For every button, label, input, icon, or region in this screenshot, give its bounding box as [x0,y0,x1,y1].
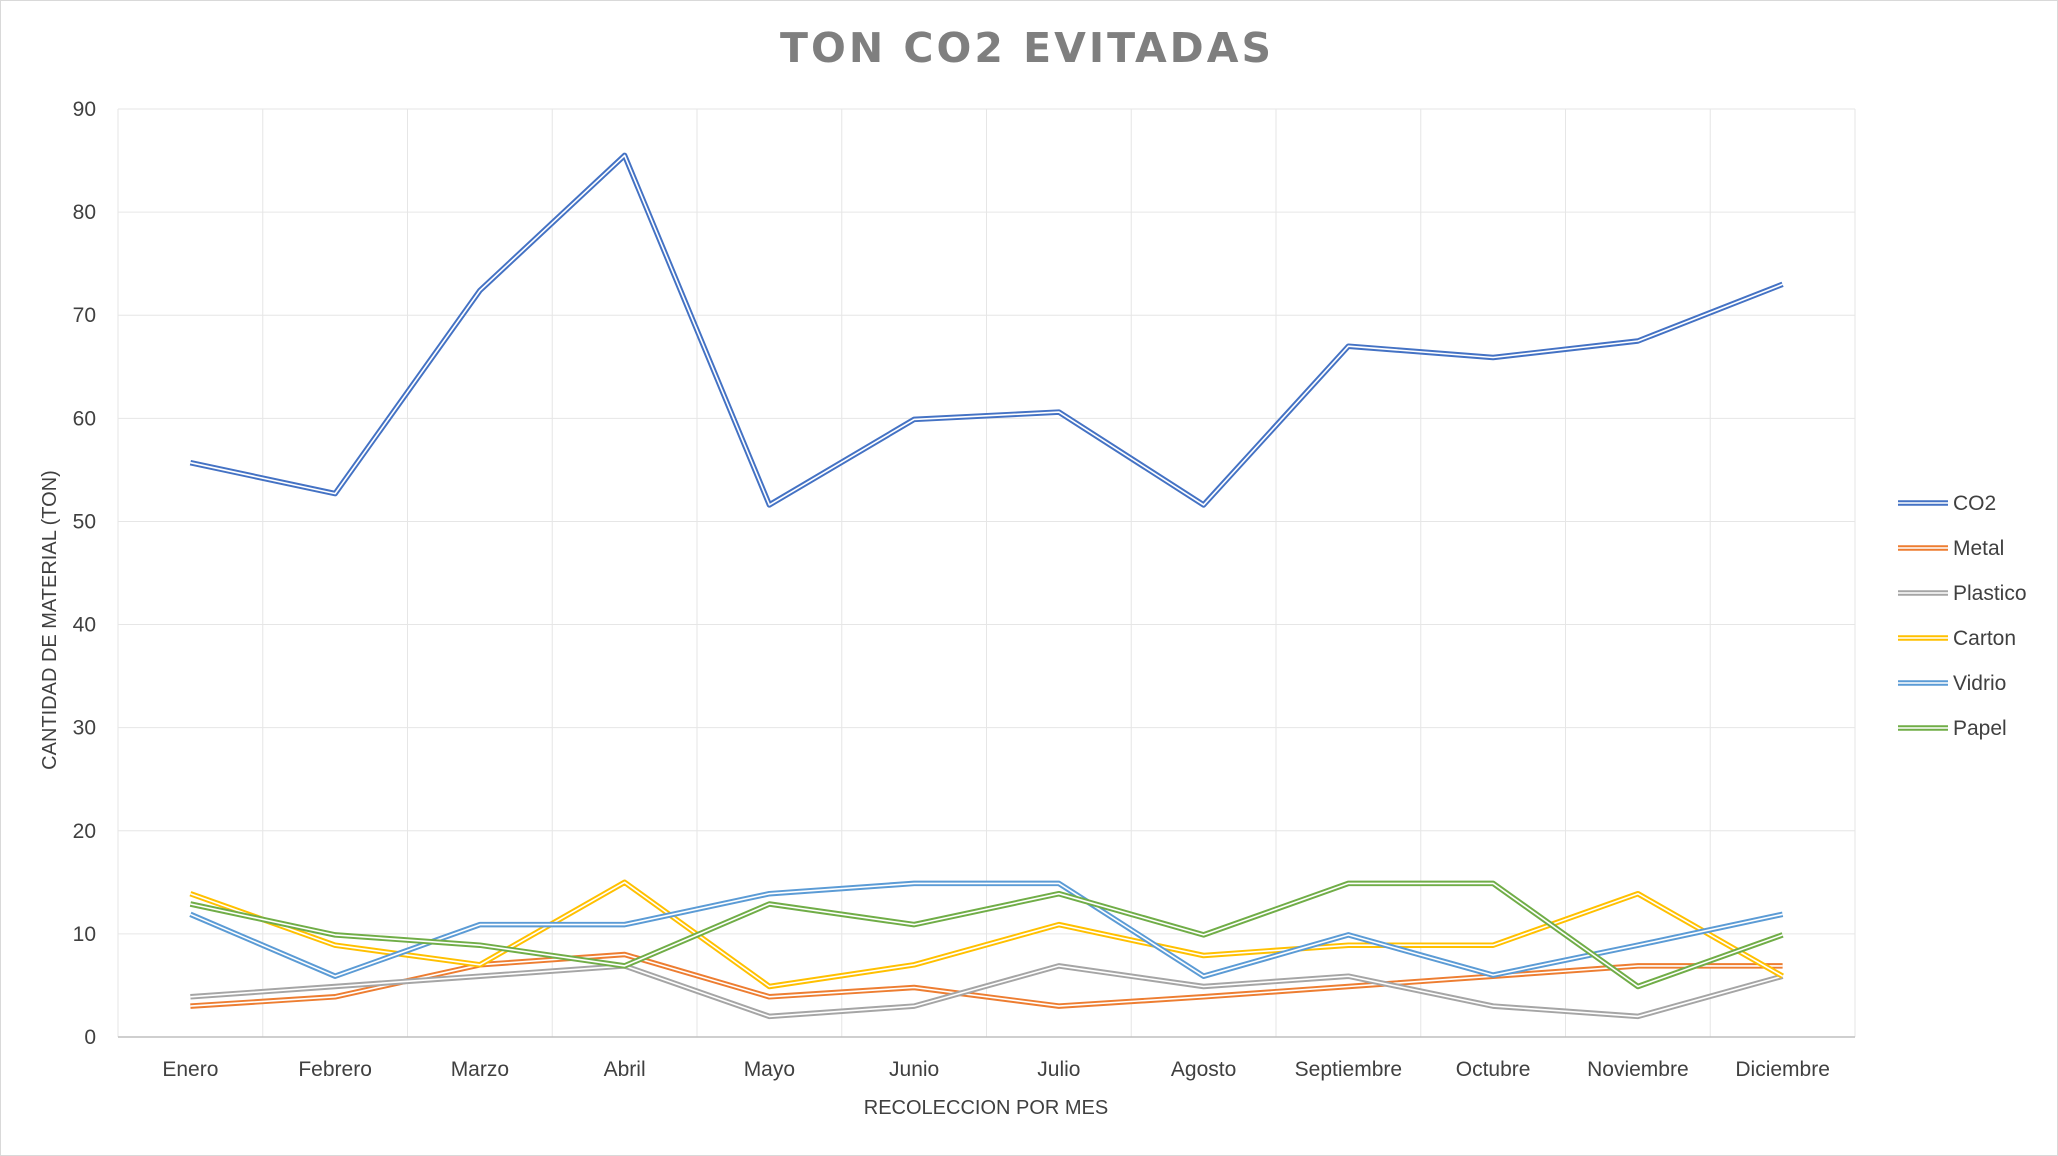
legend-item-vidrio: Vidrio [1898,672,2006,695]
legend-label: Vidrio [1953,672,2006,695]
y-tick-label: 0 [84,1026,96,1049]
y-tick-label: 90 [73,98,96,121]
x-tick-label: Julio [1037,1058,1080,1081]
x-tick-label: Noviembre [1587,1058,1689,1081]
series-line-inner [190,965,1783,1018]
series-plastico [190,963,1784,1020]
legend-label: Carton [1953,627,2016,650]
series-line-inner [190,953,1783,1007]
legend-item-metal: Metal [1898,537,2004,560]
x-tick-label: Agosto [1171,1058,1236,1081]
x-tick-label: Diciembre [1735,1058,1830,1081]
legend-item-plastico: Plastico [1898,582,2027,605]
series-layer [189,152,1784,1020]
legend-item-papel: Papel [1898,717,2007,740]
series-papel [189,880,1784,990]
series-co2 [189,152,1784,508]
series-line-inner [190,882,1783,978]
x-tick-label: Octubre [1456,1058,1531,1081]
series-line-inner [190,154,1783,506]
legend-label: CO2 [1953,492,1996,515]
y-tick-label: 20 [73,820,96,843]
axis-layer: 0 10 20 30 40 50 60 70 80 90 Enero Febrero Marzo Abri… [73,98,1855,1081]
y-tick-label: 80 [73,201,96,224]
y-tick-label: 50 [73,510,96,533]
y-axis-label: CANTIDAD DE MATERIAL (TON) [39,470,61,770]
x-tick-label: Enero [162,1058,218,1081]
legend-label: Plastico [1953,582,2027,605]
legend-item-co2: CO2 [1898,492,1996,515]
x-tick-label: Mayo [744,1058,795,1081]
legend-label: Metal [1953,537,2004,560]
y-tick-label: 30 [73,717,96,740]
y-tick-label: 40 [73,614,96,637]
legend: CO2 Metal Plastico Carton Vidrio Papel [1898,492,2027,740]
y-tick-label: 70 [73,304,96,327]
x-tick-label: Septiembre [1295,1058,1402,1081]
grid-layer [117,108,1856,1037]
series-vidrio [189,880,1784,979]
x-tick-label: Abril [604,1058,646,1081]
legend-label: Papel [1953,717,2007,740]
x-tick-label: Marzo [451,1058,509,1081]
series-line-inner [190,882,1783,988]
series-carton [189,879,1784,990]
series-line-inner [190,881,1783,988]
x-axis-label: RECOLECCION POR MES [864,1097,1108,1119]
chart-title: TON CO2 EVITADAS [780,24,1274,72]
x-tick-label: Junio [889,1058,939,1081]
y-tick-label: 10 [73,923,96,946]
legend-item-carton: Carton [1898,627,2016,650]
x-tick-label: Febrero [298,1058,372,1081]
y-tick-label: 60 [73,407,96,430]
